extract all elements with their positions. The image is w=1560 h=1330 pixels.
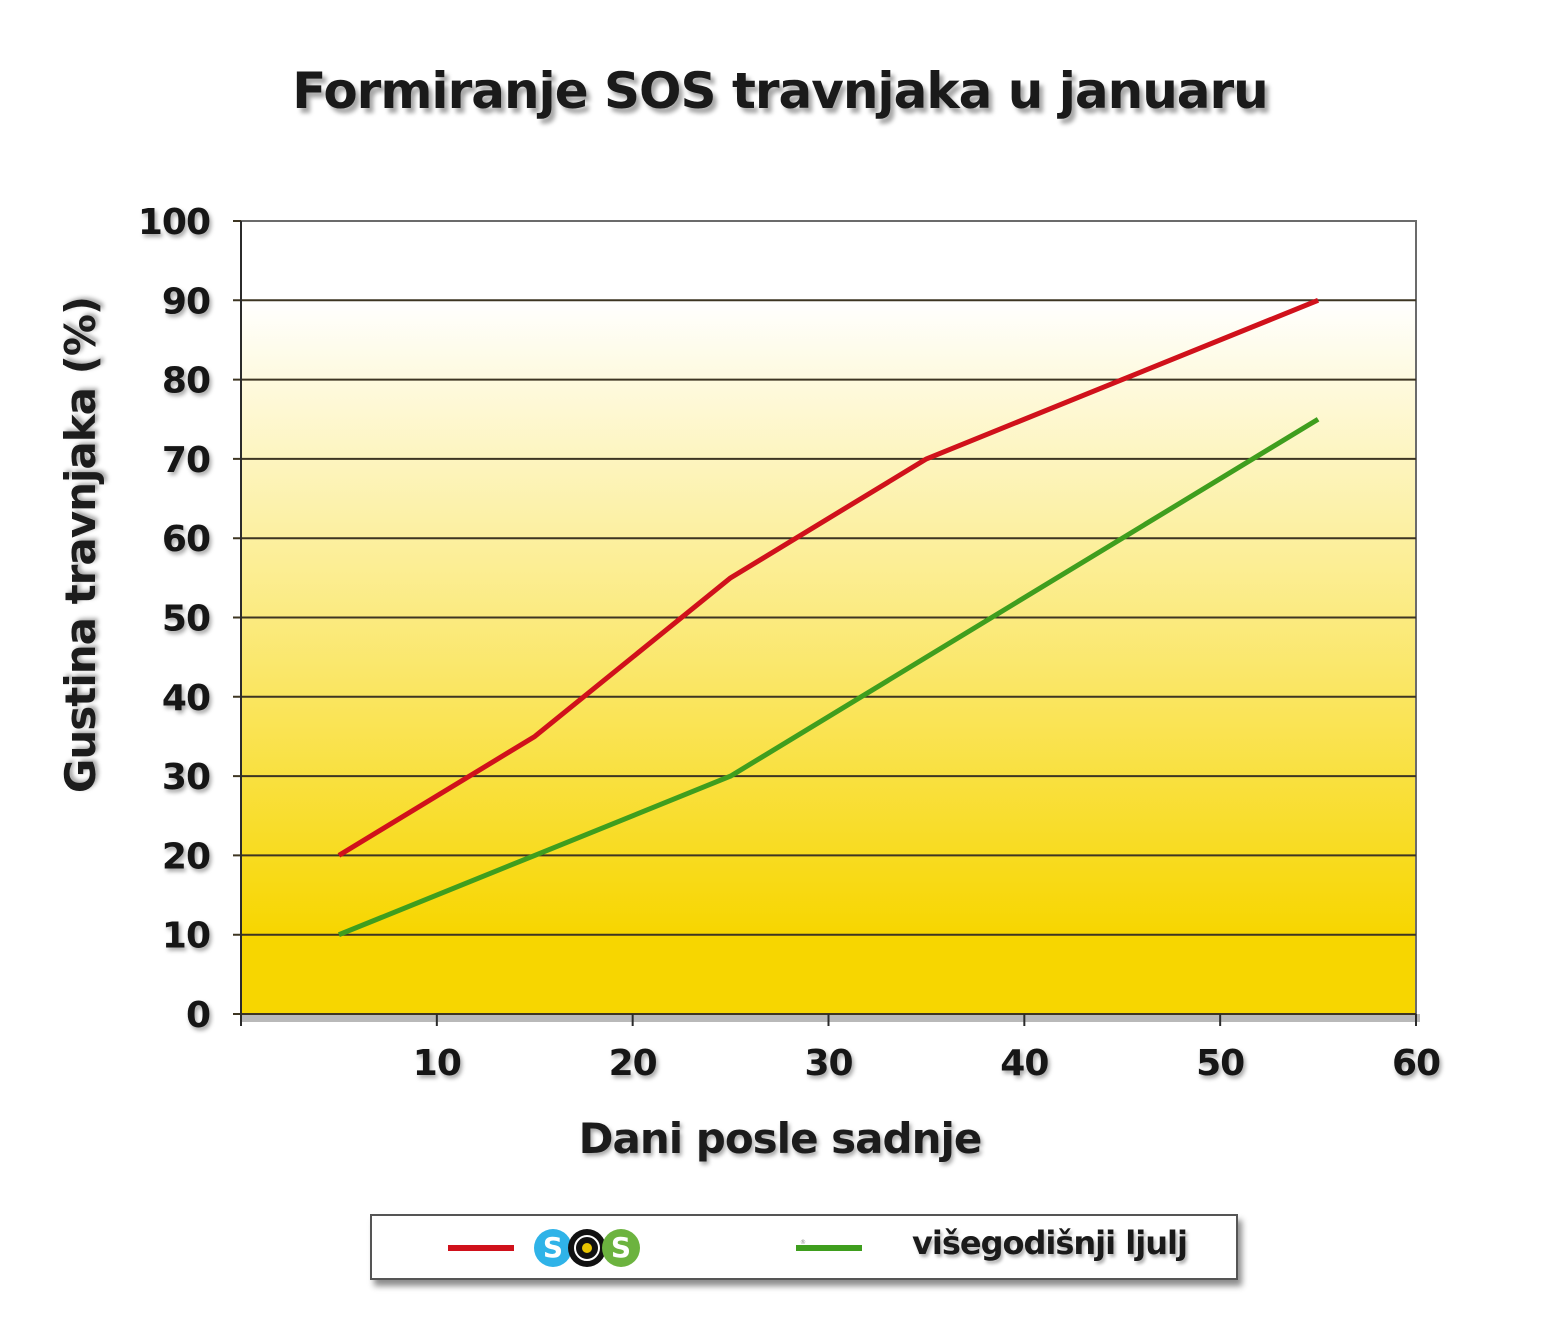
x-axis-ticks: 10 20 30 40 50 60 bbox=[413, 1043, 1441, 1084]
legend: S S ® višegodišnji ljulj bbox=[370, 1214, 1238, 1280]
y-tick-label: 10 bbox=[162, 916, 210, 957]
x-axis-label: Dani posle sadnje bbox=[579, 1114, 982, 1163]
x-tick-label: 50 bbox=[1196, 1043, 1244, 1084]
y-tick-label: 50 bbox=[162, 599, 210, 640]
series-line-0 bbox=[337, 297, 1320, 858]
y-tick-label: 40 bbox=[162, 678, 210, 719]
sos-logo: S S ® bbox=[534, 1229, 806, 1269]
legend-swatch-sos bbox=[448, 1245, 514, 1251]
y-tick-label: 60 bbox=[162, 519, 210, 560]
y-axis-label: Gustina travnjaka (%) bbox=[56, 297, 105, 793]
series-lines bbox=[337, 297, 1320, 938]
y-tick-label: 90 bbox=[162, 281, 210, 322]
legend-label-ljulj: višegodišnji ljulj bbox=[912, 1224, 1188, 1262]
x-tick-label: 60 bbox=[1392, 1043, 1440, 1084]
y-tick-label: 20 bbox=[162, 836, 210, 877]
x-tick-label: 10 bbox=[413, 1043, 461, 1084]
y-tick-label: 70 bbox=[162, 440, 210, 481]
y-tick-label: 30 bbox=[162, 757, 210, 798]
sos-logo-o bbox=[568, 1229, 606, 1267]
registered-mark: ® bbox=[800, 1239, 806, 1246]
y-axis-ticks: 0 10 20 30 40 50 60 70 80 90 100 bbox=[138, 202, 211, 1036]
gridlines bbox=[233, 220, 1417, 1026]
x-tick-label: 40 bbox=[1000, 1043, 1048, 1084]
y-tick-label: 0 bbox=[186, 995, 210, 1036]
x-tick-label: 20 bbox=[609, 1043, 657, 1084]
x-tick-label: 30 bbox=[804, 1043, 852, 1084]
sos-logo-s-right: S bbox=[602, 1229, 640, 1267]
legend-swatch-ljulj bbox=[796, 1245, 862, 1251]
y-tick-label: 80 bbox=[162, 361, 210, 402]
y-tick-label: 100 bbox=[138, 202, 210, 243]
sos-logo-s-left: S bbox=[534, 1229, 572, 1267]
series-line-1 bbox=[337, 417, 1320, 938]
chart-title: Formiranje SOS travnjaka u januaru bbox=[292, 62, 1269, 120]
